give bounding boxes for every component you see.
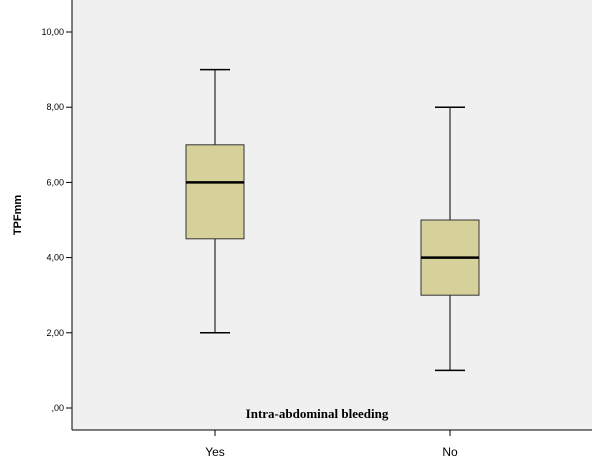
boxes [185, 68, 480, 372]
x-axis-title: Intra-abdominal bleeding [246, 406, 389, 421]
box-group-no [420, 106, 480, 372]
box-iqr [185, 144, 245, 240]
y-tick-label: 2,00 [46, 328, 64, 338]
y-axis-ticks: ,00 2,00 4,00 6,00 8,00 10,00 [41, 27, 72, 413]
plot-area [72, 0, 592, 430]
y-tick-label: 10,00 [41, 27, 64, 37]
box-group-yes [185, 68, 245, 334]
y-tick-label: ,00 [51, 403, 64, 413]
x-tick-label: No [442, 445, 458, 459]
y-tick-label: 6,00 [46, 177, 64, 187]
y-tick-label: 8,00 [46, 102, 64, 112]
y-axis-title: TPFmm [12, 195, 24, 236]
x-axis-ticks: Yes No [205, 430, 458, 459]
y-tick-label: 4,00 [46, 253, 64, 263]
x-tick-label: Yes [205, 445, 225, 459]
